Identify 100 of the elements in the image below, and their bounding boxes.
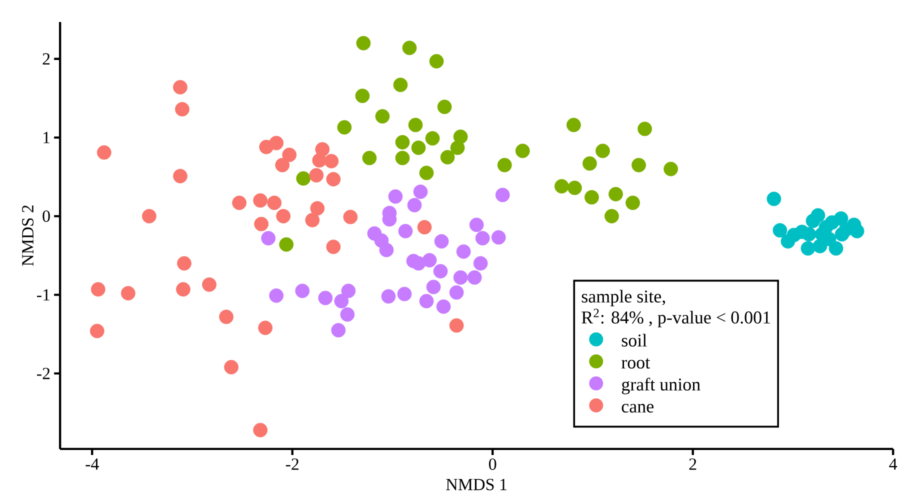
point — [780, 234, 796, 249]
point — [142, 209, 156, 224]
point — [794, 224, 810, 240]
point — [413, 184, 428, 200]
point — [224, 360, 238, 375]
legend-label: cane — [622, 404, 654, 413]
point — [355, 88, 370, 104]
point — [422, 253, 437, 268]
point — [312, 153, 327, 168]
point — [337, 120, 352, 135]
point — [436, 300, 451, 314]
point — [176, 282, 190, 297]
point — [393, 78, 408, 92]
point — [341, 284, 356, 298]
point — [469, 218, 484, 232]
point — [318, 290, 333, 306]
point — [253, 423, 268, 438]
point — [258, 320, 273, 336]
point — [800, 241, 816, 256]
point — [261, 231, 276, 246]
point — [632, 158, 646, 172]
point — [173, 80, 188, 95]
point — [324, 154, 339, 169]
annotation: R$^{2}$: 84% , p-value < 0.001 — [582, 308, 770, 328]
point — [604, 209, 619, 224]
legend-title: sample site, — [582, 290, 666, 306]
point — [440, 150, 455, 165]
point — [362, 150, 377, 166]
point — [96, 145, 112, 160]
point — [566, 118, 581, 132]
point — [202, 278, 216, 292]
y-tick-label: 1 — [44, 132, 50, 144]
point — [449, 285, 464, 300]
point — [282, 148, 297, 162]
legend-label: soil — [622, 334, 647, 347]
point — [584, 190, 599, 205]
point — [433, 264, 448, 279]
point — [379, 243, 394, 258]
x-tick-label: 0 — [488, 458, 496, 470]
point — [407, 198, 422, 213]
point — [253, 193, 268, 208]
point — [120, 286, 136, 301]
point — [515, 144, 530, 158]
point — [450, 140, 465, 156]
point — [568, 180, 582, 196]
point — [395, 150, 410, 166]
point — [426, 280, 441, 294]
point — [596, 144, 610, 158]
point — [425, 131, 440, 146]
point — [381, 289, 396, 304]
point — [766, 192, 782, 206]
point — [456, 244, 471, 259]
point — [296, 171, 311, 186]
point — [497, 158, 512, 172]
point — [267, 196, 282, 210]
point — [402, 40, 417, 56]
point — [326, 172, 341, 187]
point — [398, 224, 413, 239]
point — [408, 118, 423, 132]
point — [173, 169, 188, 184]
y-tick-label: -2 — [37, 368, 50, 380]
point — [275, 158, 290, 172]
point — [309, 168, 324, 183]
x-axis-title: NMDS 1 — [446, 479, 506, 490]
x-tick-label: -2 — [286, 458, 298, 470]
point — [326, 240, 341, 254]
point — [269, 136, 284, 150]
point — [305, 213, 320, 228]
point — [232, 196, 246, 210]
point — [437, 100, 452, 114]
point — [473, 256, 488, 271]
point — [491, 230, 506, 245]
point — [175, 102, 190, 117]
point — [475, 231, 490, 246]
point — [388, 190, 403, 204]
point — [375, 109, 390, 124]
point — [331, 323, 346, 338]
point — [608, 187, 623, 202]
point — [340, 307, 355, 322]
point — [334, 294, 349, 309]
point — [429, 54, 444, 69]
point — [495, 188, 510, 202]
point — [177, 256, 192, 271]
x-tick-label: 2 — [689, 458, 696, 470]
y-tick-label: 2 — [42, 53, 50, 65]
point — [453, 270, 468, 285]
y-tick-label: -1 — [37, 289, 50, 301]
point — [828, 241, 844, 256]
point — [419, 166, 434, 180]
x-tick-label: 4 — [889, 458, 898, 470]
point — [395, 135, 410, 150]
point — [397, 287, 412, 302]
point — [310, 201, 325, 216]
point — [664, 162, 678, 176]
point — [434, 234, 449, 249]
point — [638, 122, 652, 136]
point — [772, 223, 788, 238]
point — [417, 220, 432, 235]
point — [343, 210, 358, 224]
point — [626, 196, 640, 210]
